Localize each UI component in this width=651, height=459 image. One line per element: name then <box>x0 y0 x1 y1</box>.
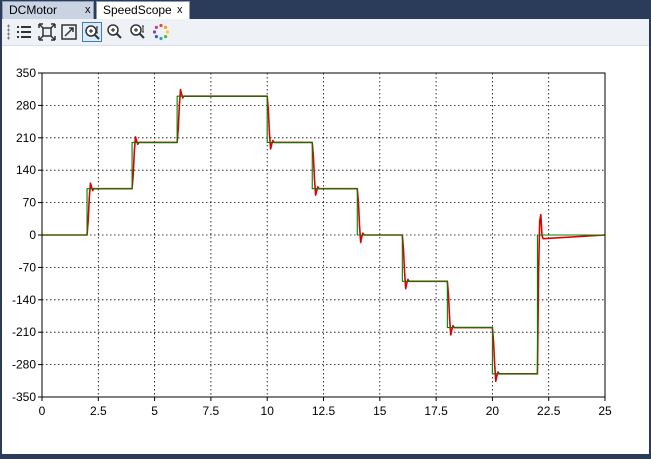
y-tick-label: -280 <box>12 358 36 372</box>
x-tick-label: 2.5 <box>90 404 107 418</box>
x-tick-label: 7.5 <box>203 404 220 418</box>
autoscale-icon <box>38 23 56 41</box>
y-tick-label: 140 <box>16 163 36 177</box>
legend-list-icon <box>17 26 31 38</box>
x-tick-label: 17.5 <box>424 404 448 418</box>
zoom-y-icon <box>130 24 145 39</box>
y-tick-label: -140 <box>12 293 36 307</box>
tab-speedscope-label: SpeedScope <box>103 3 172 17</box>
toolbar-grip-icon[interactable] <box>7 24 10 40</box>
scope-content: 350 280 210 140 70 0 -70 -140 -210 -280 -350 0 2.5 5… <box>2 19 649 454</box>
autoscale-button[interactable] <box>37 22 57 42</box>
zoom-in-button[interactable] <box>105 22 125 42</box>
y-tick-label: 210 <box>16 131 36 145</box>
x-axis-tick-labels: 0 2.5 5 7.5 10 12.5 15 17.5 20 22.5 25 <box>39 397 612 418</box>
tab-speedscope[interactable]: SpeedScope x <box>96 1 190 19</box>
zoom-y-button[interactable] <box>128 22 148 42</box>
fit-to-view-button[interactable] <box>59 22 79 42</box>
x-tick-label: 5 <box>151 404 158 418</box>
x-tick-label: 12.5 <box>312 404 336 418</box>
x-tick-label: 0 <box>39 404 46 418</box>
document-tab-bar: DCMotor x SpeedScope x <box>0 0 651 19</box>
legend-list-button[interactable] <box>14 22 34 42</box>
loading-spinner-button[interactable] <box>151 22 171 42</box>
y-axis-tick-labels: 350 280 210 140 70 0 -70 -140 -210 -280 -350 <box>12 66 42 404</box>
x-tick-label: 15 <box>373 404 387 418</box>
y-tick-label: -70 <box>19 260 37 274</box>
x-tick-label: 25 <box>598 404 612 418</box>
scope-toolbar <box>2 19 649 46</box>
y-tick-label: 70 <box>23 196 37 210</box>
zoom-x-icon <box>85 25 100 40</box>
y-tick-label: 0 <box>29 228 36 242</box>
loading-spinner-icon <box>152 23 170 41</box>
fit-to-view-icon <box>61 24 77 40</box>
series-layer <box>42 88 606 383</box>
x-tick-label: 22.5 <box>537 404 561 418</box>
tab-speedscope-close-icon[interactable]: x <box>177 4 183 16</box>
grid-lines <box>42 73 605 397</box>
x-tick-label: 20 <box>486 404 500 418</box>
zoom-in-icon <box>107 24 122 39</box>
y-tick-label: -210 <box>12 325 36 339</box>
tab-dcmotor-close-icon[interactable]: x <box>85 4 91 16</box>
scope-plot[interactable]: 350 280 210 140 70 0 -70 -140 -210 -280 -350 0 2.5 5… <box>2 46 649 454</box>
tab-dcmotor[interactable]: DCMotor x <box>2 1 94 19</box>
x-tick-label: 10 <box>261 404 275 418</box>
speed-chart[interactable]: 350 280 210 140 70 0 -70 -140 -210 -280 -350 0 2.5 5… <box>2 46 649 454</box>
reference-series-line <box>42 95 605 375</box>
y-tick-label: -350 <box>12 390 36 404</box>
y-tick-label: 280 <box>16 98 36 112</box>
y-tick-label: 350 <box>16 66 36 80</box>
tab-dcmotor-label: DCMotor <box>9 3 58 17</box>
zoom-x-button[interactable] <box>82 22 102 42</box>
